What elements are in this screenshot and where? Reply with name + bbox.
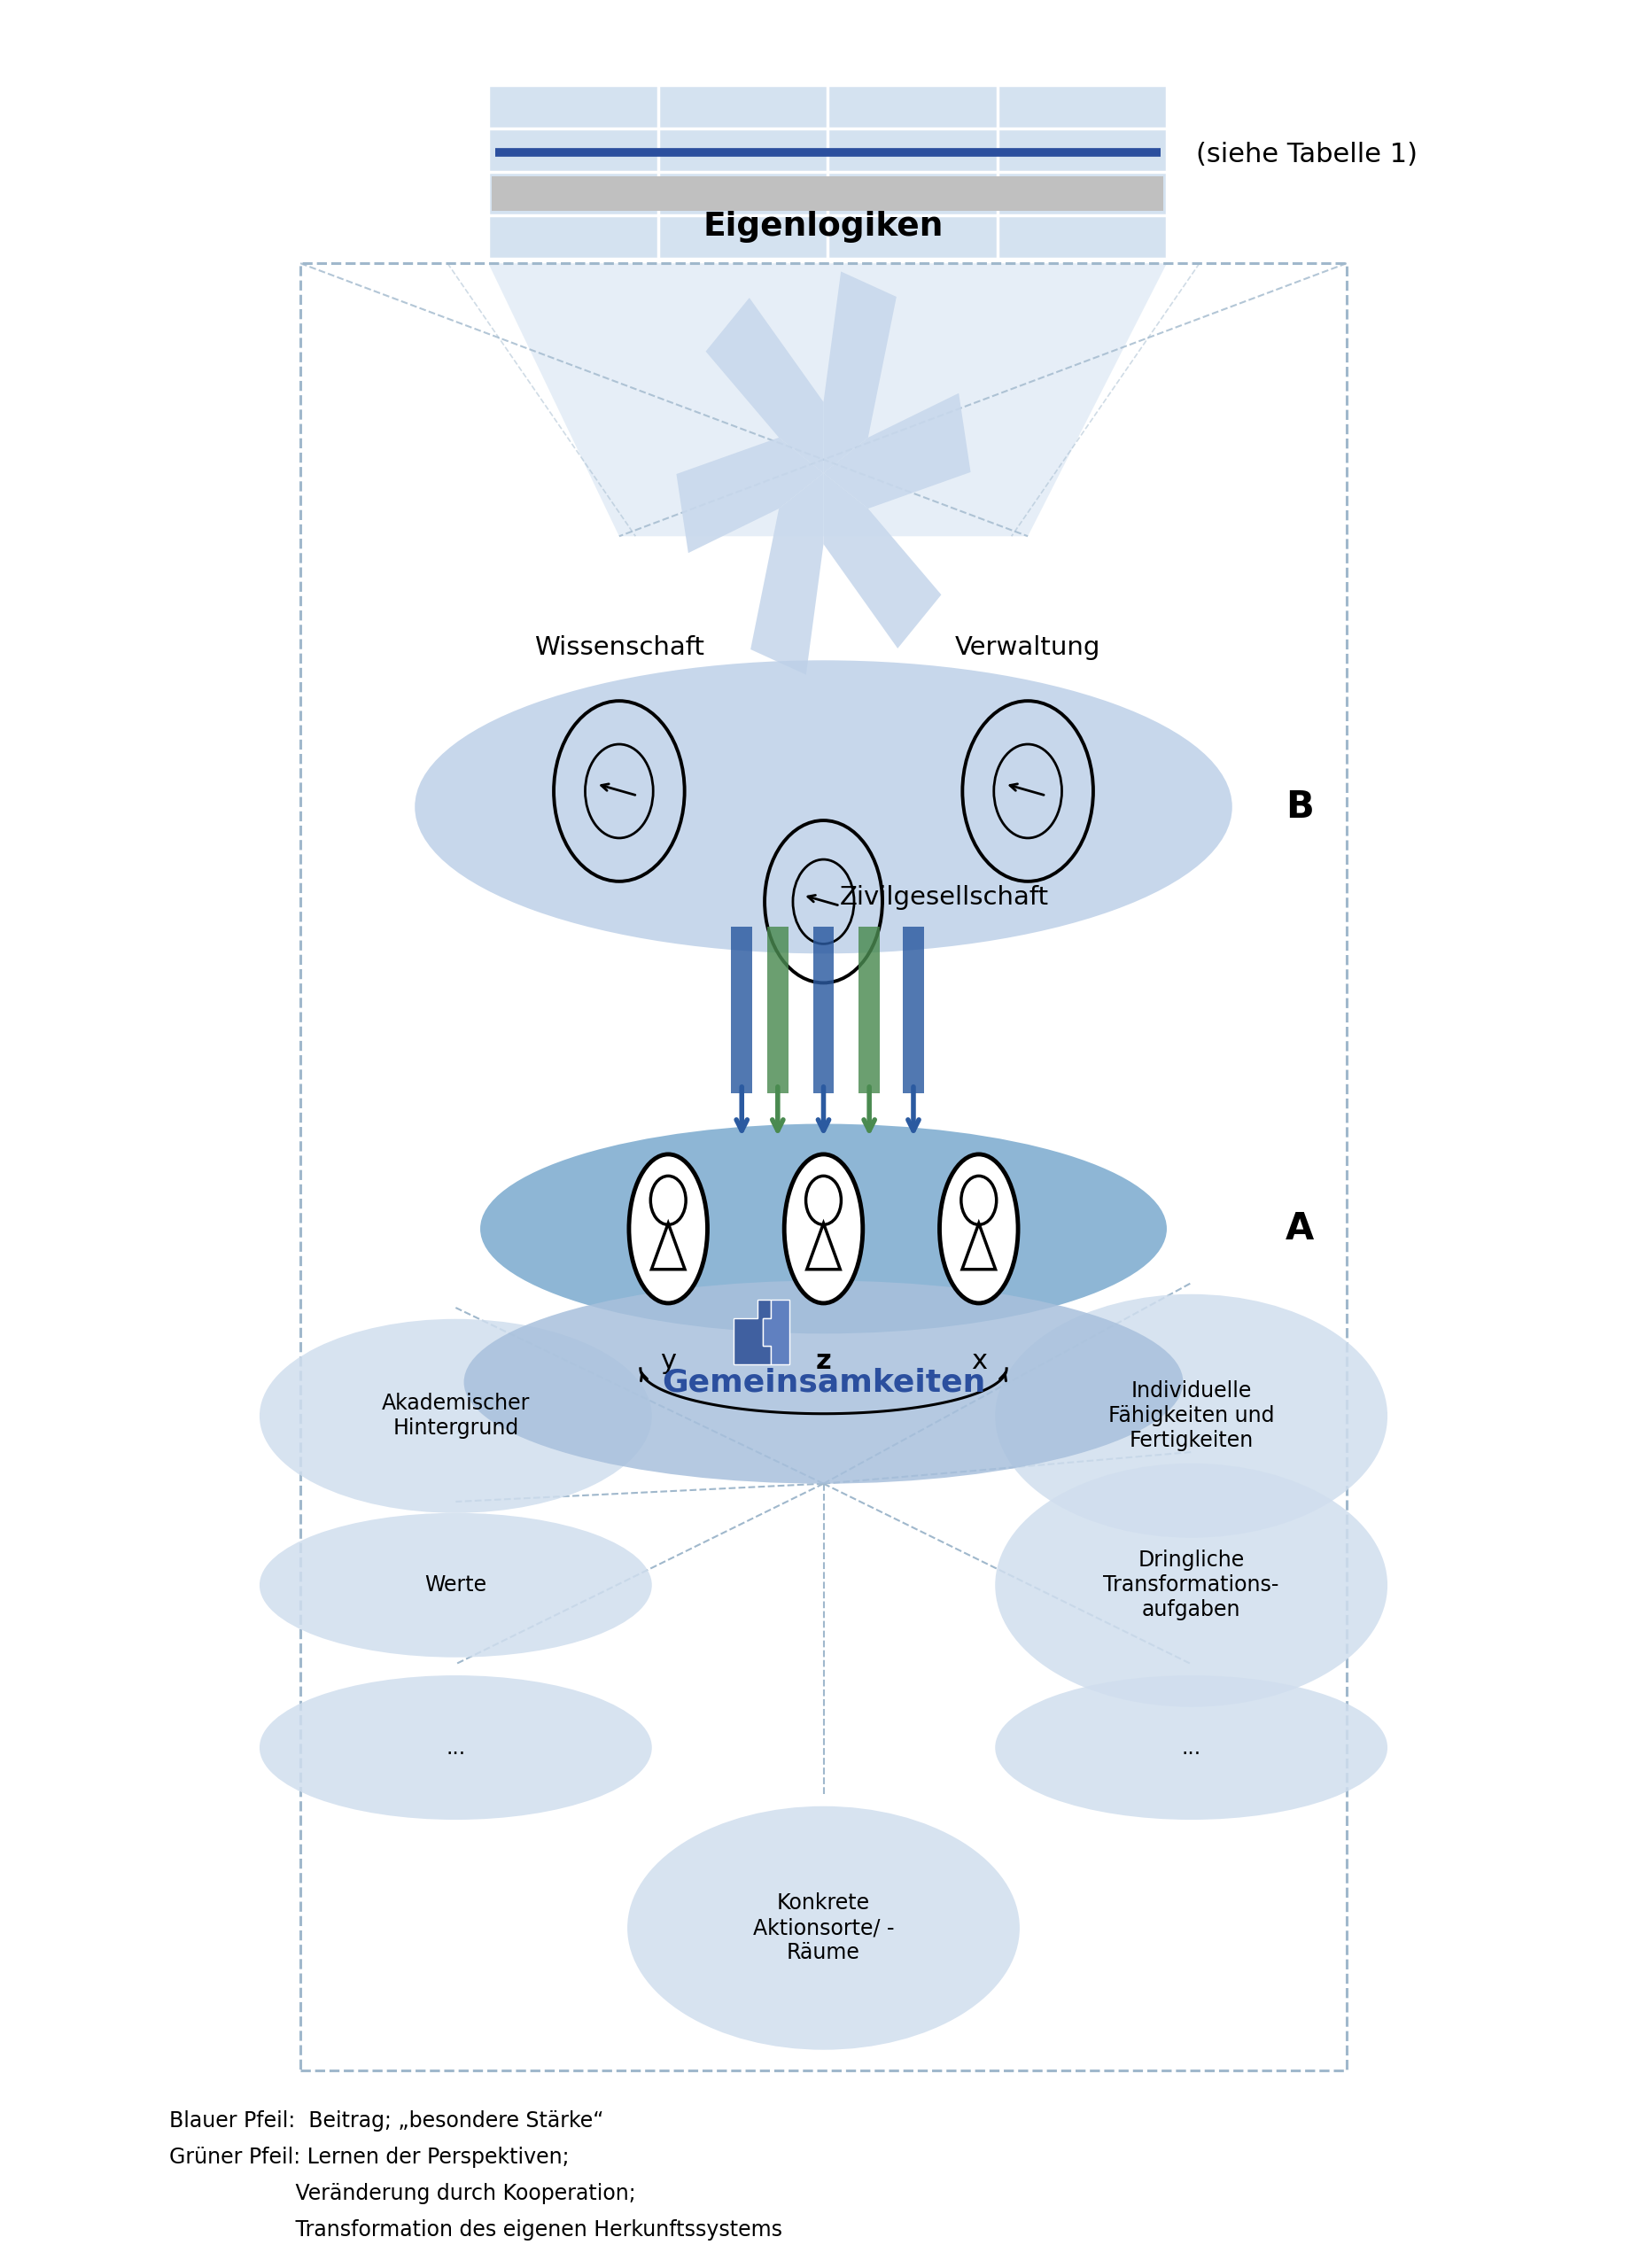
Text: Blauer Pfeil:  Beitrag; „besondere Stärke“: Blauer Pfeil: Beitrag; „besondere Stärke… — [170, 2112, 604, 2132]
Polygon shape — [733, 1300, 771, 1365]
Text: Gemeinsamkeiten: Gemeinsamkeiten — [662, 1368, 985, 1397]
Ellipse shape — [995, 1463, 1387, 1708]
FancyBboxPatch shape — [492, 177, 1163, 211]
Ellipse shape — [260, 1676, 652, 1819]
Polygon shape — [489, 263, 1166, 535]
FancyBboxPatch shape — [731, 925, 753, 1093]
Ellipse shape — [995, 1676, 1387, 1819]
Text: (siehe Tabelle 1): (siehe Tabelle 1) — [1196, 141, 1418, 168]
Text: ...: ... — [446, 1737, 466, 1758]
Text: y: y — [660, 1347, 677, 1374]
Text: ...: ... — [1181, 1737, 1201, 1758]
Text: Dringliche
Transformations-
aufgaben: Dringliche Transformations- aufgaben — [1103, 1549, 1280, 1619]
Ellipse shape — [939, 1154, 1018, 1304]
FancyBboxPatch shape — [903, 925, 924, 1093]
Polygon shape — [824, 392, 970, 508]
Ellipse shape — [784, 1154, 863, 1304]
Text: Individuelle
Fähigkeiten und
Fertigkeiten: Individuelle Fähigkeiten und Fertigkeite… — [1108, 1381, 1275, 1452]
Ellipse shape — [464, 1281, 1183, 1483]
Ellipse shape — [481, 1125, 1166, 1334]
Ellipse shape — [260, 1513, 652, 1658]
Polygon shape — [705, 297, 824, 474]
Polygon shape — [824, 272, 896, 474]
Ellipse shape — [260, 1320, 652, 1513]
Polygon shape — [807, 1222, 840, 1270]
Polygon shape — [677, 438, 824, 553]
Text: Grüner Pfeil: Lernen der Perspektiven;: Grüner Pfeil: Lernen der Perspektiven; — [170, 2148, 570, 2168]
Text: Verwaltung: Verwaltung — [955, 635, 1100, 660]
Polygon shape — [962, 1222, 995, 1270]
FancyBboxPatch shape — [768, 925, 789, 1093]
Polygon shape — [652, 1222, 685, 1270]
Text: x: x — [970, 1347, 987, 1374]
Ellipse shape — [995, 1295, 1387, 1538]
FancyBboxPatch shape — [814, 925, 833, 1093]
Text: Zivilgesellschaft: Zivilgesellschaft — [840, 885, 1049, 909]
Ellipse shape — [628, 1805, 1019, 2050]
Polygon shape — [751, 474, 824, 674]
Text: Eigenlogiken: Eigenlogiken — [703, 211, 944, 243]
Circle shape — [651, 1175, 685, 1225]
Text: Akademischer
Hintergrund: Akademischer Hintergrund — [382, 1393, 530, 1438]
Text: Werte: Werte — [425, 1574, 488, 1597]
Text: A: A — [1285, 1211, 1314, 1247]
Polygon shape — [824, 474, 942, 649]
Text: Konkrete
Aktionsorte/ -
Räume: Konkrete Aktionsorte/ - Räume — [753, 1894, 894, 1964]
Text: Transformation des eigenen Herkunftssystems: Transformation des eigenen Herkunftssyst… — [170, 2218, 782, 2241]
Circle shape — [962, 1175, 996, 1225]
Text: Wissenschaft: Wissenschaft — [534, 635, 705, 660]
Circle shape — [805, 1175, 842, 1225]
Ellipse shape — [629, 1154, 708, 1304]
Polygon shape — [763, 1300, 789, 1365]
Ellipse shape — [415, 660, 1232, 953]
Text: z: z — [815, 1347, 832, 1374]
FancyBboxPatch shape — [489, 86, 1166, 259]
FancyBboxPatch shape — [858, 925, 879, 1093]
Text: Veränderung durch Kooperation;: Veränderung durch Kooperation; — [170, 2182, 636, 2204]
Text: B: B — [1286, 789, 1314, 826]
